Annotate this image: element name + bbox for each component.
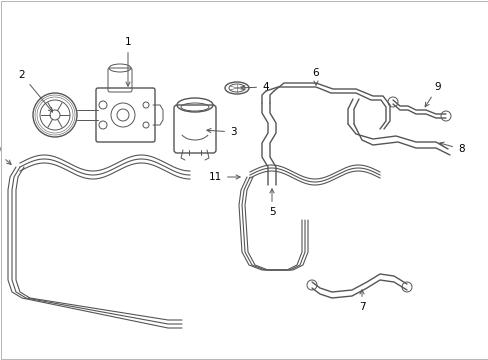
Text: 2: 2 <box>19 70 52 112</box>
Text: 5: 5 <box>268 189 275 217</box>
Text: 6: 6 <box>312 68 319 85</box>
Text: 9: 9 <box>424 82 440 107</box>
Text: 8: 8 <box>439 142 464 154</box>
Text: 4: 4 <box>241 82 268 92</box>
Text: 1: 1 <box>124 37 131 86</box>
Text: 3: 3 <box>206 127 236 137</box>
Text: 11: 11 <box>208 172 240 182</box>
Text: 7: 7 <box>358 290 365 312</box>
Text: 10: 10 <box>0 145 11 165</box>
